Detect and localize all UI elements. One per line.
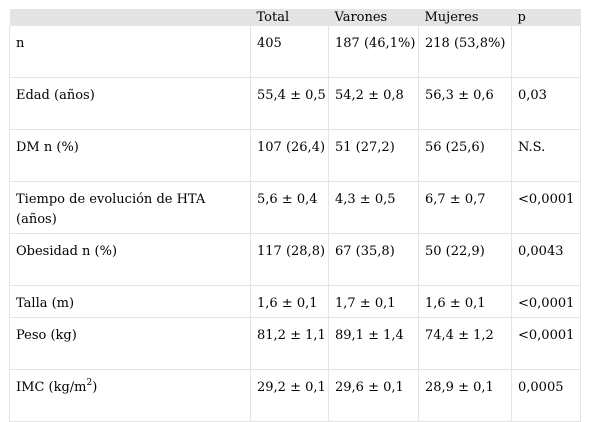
cell-mujeres: 28,9 ± 0,1 [418,369,512,422]
cell-varones: 187 (46,1%) [328,26,419,78]
cell-total: 107 (26,4) [250,129,329,182]
cell-mujeres: 74,4 ± 1,2 [418,317,512,370]
cell-total: 405 [250,26,329,78]
row-label: Talla (m) [9,285,251,318]
row-label: Obesidad n (%) [9,233,251,286]
table-header-row: Total Varones Mujeres p [9,9,581,26]
cell-total: 29,2 ± 0,1 [250,369,329,422]
row-label: DM n (%) [9,129,251,182]
table-row: n 405 187 (46,1%) 218 (53,8%) [9,26,581,78]
table-row: IMC (kg/m2) 29,2 ± 0,1 29,6 ± 0,1 28,9 ±… [9,369,581,422]
cell-total: 5,6 ± 0,4 [250,181,329,234]
row-label: Tiempo de evolución de HTA (años) [9,181,251,234]
cell-varones: 54,2 ± 0,8 [328,77,419,130]
cell-p: N.S. [511,129,581,182]
cell-total: 117 (28,8) [250,233,329,286]
row-label-text: IMC (kg/m [16,380,87,395]
table-row: Edad (años) 55,4 ± 0,5 54,2 ± 0,8 56,3 ±… [9,77,581,130]
table-row: Obesidad n (%) 117 (28,8) 67 (35,8) 50 (… [9,233,581,286]
cell-mujeres: 1,6 ± 0,1 [418,285,512,318]
cell-mujeres: 56 (25,6) [418,129,512,182]
cell-varones: 4,3 ± 0,5 [328,181,419,234]
cell-mujeres: 50 (22,9) [418,233,512,286]
table-row: Talla (m) 1,6 ± 0,1 1,7 ± 0,1 1,6 ± 0,1 … [9,285,581,318]
cell-p: 0,0005 [511,369,581,422]
cell-p: 0,0043 [511,233,581,286]
table-row: Peso (kg) 81,2 ± 1,1 89,1 ± 1,4 74,4 ± 1… [9,317,581,370]
cell-varones: 89,1 ± 1,4 [328,317,419,370]
data-table: Total Varones Mujeres p n 405 187 (46,1%… [9,9,581,422]
header-cell-varones: Varones [328,9,419,26]
cell-varones: 67 (35,8) [328,233,419,286]
cell-total: 1,6 ± 0,1 [250,285,329,318]
header-cell-total: Total [250,9,329,26]
cell-mujeres: 56,3 ± 0,6 [418,77,512,130]
table-row: DM n (%) 107 (26,4) 51 (27,2) 56 (25,6) … [9,129,581,182]
cell-total: 55,4 ± 0,5 [250,77,329,130]
cell-varones: 29,6 ± 0,1 [328,369,419,422]
cell-p: <0,0001 [511,181,581,234]
row-label-superscript: 2 [86,377,93,388]
header-cell-p: p [511,9,581,26]
cell-p: <0,0001 [511,317,581,370]
cell-mujeres: 6,7 ± 0,7 [418,181,512,234]
cell-varones: 1,7 ± 0,1 [328,285,419,318]
row-label: n [9,26,251,78]
row-label: IMC (kg/m2) [9,369,251,422]
table-row: Tiempo de evolución de HTA (años) 5,6 ± … [9,181,581,234]
cell-p: <0,0001 [511,285,581,318]
header-cell-blank [9,9,251,26]
header-cell-mujeres: Mujeres [418,9,512,26]
row-label: Edad (años) [9,77,251,130]
cell-mujeres: 218 (53,8%) [418,26,512,78]
cell-total: 81,2 ± 1,1 [250,317,329,370]
cell-p: 0,03 [511,77,581,130]
cell-p [511,26,581,78]
row-label-suffix: ) [92,380,98,395]
cell-varones: 51 (27,2) [328,129,419,182]
row-label: Peso (kg) [9,317,251,370]
